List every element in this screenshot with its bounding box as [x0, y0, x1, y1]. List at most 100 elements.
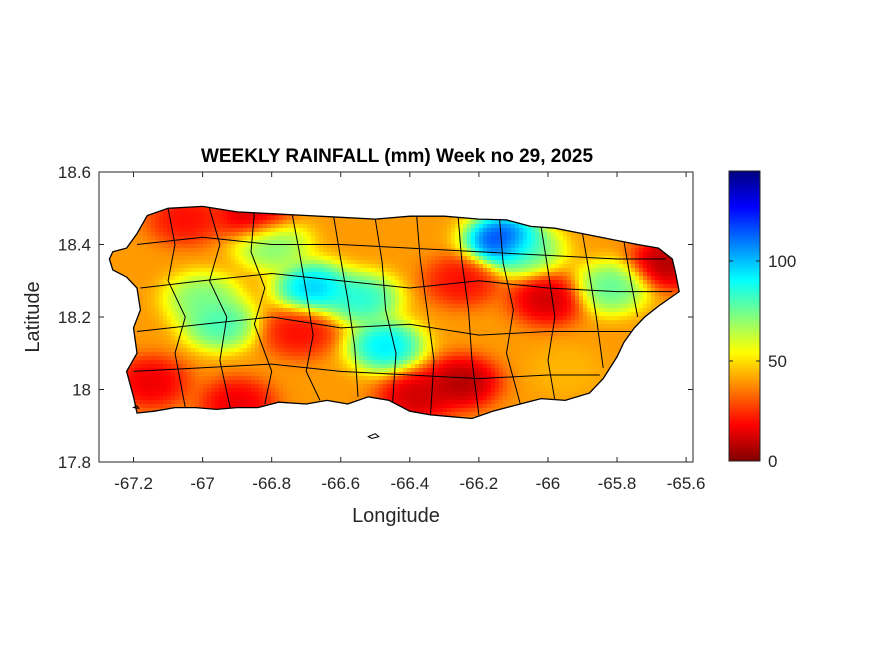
rainfall-cell	[179, 404, 184, 409]
rainfall-cell	[179, 380, 184, 385]
rainfall-cell	[143, 364, 148, 369]
rainfall-cell	[275, 256, 280, 261]
rainfall-cell	[155, 380, 160, 385]
rainfall-cell	[359, 356, 364, 361]
rainfall-cell	[263, 232, 268, 237]
rainfall-cell	[247, 376, 252, 381]
rainfall-cell	[211, 232, 216, 237]
rainfall-cell	[231, 280, 236, 285]
rainfall-cell	[343, 396, 348, 401]
rainfall-cell	[339, 224, 344, 229]
rainfall-cell	[267, 256, 272, 261]
rainfall-cell	[335, 324, 340, 329]
rainfall-cell	[143, 244, 148, 249]
rainfall-cell	[163, 348, 168, 353]
rainfall-cell	[171, 368, 176, 373]
rainfall-cell	[231, 304, 236, 309]
rainfall-cell	[251, 292, 256, 297]
rainfall-cell	[183, 344, 188, 349]
rainfall-cell	[283, 256, 288, 261]
rainfall-cell	[223, 344, 228, 349]
rainfall-cell	[295, 360, 300, 365]
rainfall-cell	[275, 348, 280, 353]
rainfall-cell	[239, 392, 244, 397]
rainfall-cell	[307, 224, 312, 229]
rainfall-cell	[191, 352, 196, 357]
rainfall-cell	[283, 288, 288, 293]
rainfall-cell	[331, 240, 336, 245]
rainfall-cell	[251, 324, 256, 329]
rainfall-cell	[167, 336, 172, 341]
rainfall-cell	[255, 272, 260, 277]
rainfall-cell	[199, 316, 204, 321]
rainfall-cell	[167, 304, 172, 309]
rainfall-cell	[207, 224, 212, 229]
rainfall-cell	[119, 248, 124, 253]
rainfall-cell	[187, 232, 192, 237]
rainfall-cell	[255, 352, 260, 357]
rainfall-cell	[163, 220, 168, 225]
rainfall-cell	[259, 352, 264, 357]
rainfall-cell	[167, 352, 172, 357]
rainfall-cell	[267, 316, 272, 321]
rainfall-cell	[167, 208, 172, 213]
rainfall-cell	[367, 240, 372, 245]
rainfall-cell	[315, 256, 320, 261]
rainfall-cell	[279, 256, 284, 261]
rainfall-cell	[179, 400, 184, 405]
rainfall-cell	[139, 248, 144, 253]
rainfall-cell	[155, 280, 160, 285]
rainfall-cell	[183, 372, 188, 377]
rainfall-cell	[271, 356, 276, 361]
rainfall-cell	[311, 228, 316, 233]
rainfall-cell	[367, 388, 372, 393]
rainfall-cell	[295, 272, 300, 277]
rainfall-cell	[143, 228, 148, 233]
rainfall-cell	[167, 392, 172, 397]
rainfall-cell	[191, 284, 196, 289]
rainfall-cell	[355, 316, 360, 321]
rainfall-cell	[271, 252, 276, 257]
rainfall-cell	[295, 372, 300, 377]
rainfall-cell	[223, 216, 228, 221]
rainfall-cell	[323, 320, 328, 325]
rainfall-cell	[139, 388, 144, 393]
rainfall-cell	[247, 236, 252, 241]
rainfall-cell	[175, 392, 180, 397]
rainfall-cell	[199, 404, 204, 409]
rainfall-cell	[295, 356, 300, 361]
rainfall-cell	[247, 252, 252, 257]
rainfall-cell	[271, 392, 276, 397]
rainfall-cell	[267, 344, 272, 349]
rainfall-cell	[183, 248, 188, 253]
rainfall-cell	[139, 360, 144, 365]
rainfall-cell	[327, 248, 332, 253]
rainfall-cell	[311, 252, 316, 257]
rainfall-cell	[227, 340, 232, 345]
rainfall-cell	[367, 308, 372, 313]
rainfall-cell	[279, 312, 284, 317]
rainfall-cell	[159, 340, 164, 345]
rainfall-cell	[259, 292, 264, 297]
rainfall-cell	[315, 252, 320, 257]
rainfall-cell	[327, 264, 332, 269]
rainfall-cell	[143, 340, 148, 345]
rainfall-cell	[223, 336, 228, 341]
rainfall-cell	[255, 340, 260, 345]
rainfall-cell	[359, 232, 364, 237]
rainfall-cell	[339, 252, 344, 257]
rainfall-cell	[363, 260, 368, 265]
rainfall-cell	[259, 224, 264, 229]
rainfall-cell	[179, 268, 184, 273]
rainfall-cell	[231, 320, 236, 325]
rainfall-cell	[271, 220, 276, 225]
rainfall-cell	[267, 240, 272, 245]
rainfall-cell	[255, 376, 260, 381]
rainfall-cell	[123, 264, 128, 269]
rainfall-cell	[359, 352, 364, 357]
rainfall-cell	[267, 372, 272, 377]
rainfall-cell	[315, 344, 320, 349]
rainfall-cell	[327, 344, 332, 349]
rainfall-cell	[295, 388, 300, 393]
rainfall-cell	[235, 336, 240, 341]
